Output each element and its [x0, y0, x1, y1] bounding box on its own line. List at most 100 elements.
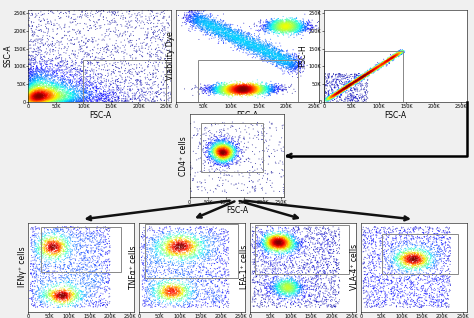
- Point: [39, 90, 47, 95]
- Point: [275, 285, 283, 290]
- Point: [257, 240, 264, 245]
- Point: [312, 299, 320, 304]
- Point: [37, 91, 45, 96]
- Point: [274, 235, 282, 240]
- Point: [174, 238, 182, 243]
- Point: [242, 35, 250, 40]
- Point: [200, 14, 208, 19]
- Point: [259, 51, 267, 56]
- Point: [49, 97, 57, 102]
- Point: [58, 95, 66, 100]
- Point: [235, 90, 243, 95]
- Point: [372, 242, 379, 247]
- Point: [31, 97, 39, 102]
- Point: [226, 31, 234, 36]
- Point: [361, 73, 368, 79]
- Point: [53, 253, 60, 258]
- Point: [266, 31, 273, 36]
- Point: [401, 264, 409, 269]
- Point: [87, 245, 95, 251]
- Point: [252, 44, 260, 49]
- Point: [290, 24, 298, 29]
- Point: [358, 76, 365, 81]
- Point: [368, 69, 375, 74]
- Point: [285, 289, 293, 294]
- Point: [220, 86, 228, 91]
- Point: [72, 296, 80, 301]
- Point: [202, 16, 210, 21]
- Point: [270, 52, 278, 57]
- Point: [89, 47, 96, 52]
- Point: [46, 98, 54, 103]
- Point: [141, 260, 149, 265]
- Point: [230, 84, 237, 89]
- Point: [264, 235, 272, 240]
- Point: [364, 78, 371, 83]
- Point: [330, 93, 338, 98]
- Point: [382, 294, 389, 299]
- Point: [55, 294, 63, 300]
- Point: [295, 21, 303, 26]
- Point: [267, 89, 275, 94]
- Point: [34, 288, 41, 294]
- Point: [219, 156, 227, 161]
- Point: [219, 151, 227, 156]
- Point: [35, 37, 43, 42]
- Point: [228, 155, 236, 160]
- Point: [139, 267, 146, 273]
- Point: [382, 59, 389, 64]
- Point: [331, 91, 339, 96]
- Point: [36, 97, 43, 102]
- Point: [77, 246, 84, 251]
- Point: [218, 87, 226, 92]
- Point: [278, 234, 286, 239]
- Point: [55, 248, 63, 253]
- Point: [215, 22, 222, 27]
- Point: [375, 229, 383, 234]
- Point: [246, 156, 254, 162]
- Point: [293, 25, 301, 31]
- Point: [397, 48, 405, 53]
- Point: [443, 225, 450, 230]
- Point: [218, 25, 225, 30]
- Point: [368, 259, 375, 264]
- Point: [256, 48, 264, 53]
- Point: [37, 293, 45, 298]
- Point: [275, 236, 283, 241]
- Point: [247, 80, 255, 86]
- Point: [103, 83, 110, 88]
- Point: [167, 228, 175, 233]
- Point: [361, 73, 368, 78]
- Point: [376, 257, 384, 262]
- Point: [251, 89, 258, 94]
- Point: [284, 287, 292, 292]
- Point: [416, 267, 423, 272]
- Point: [275, 47, 283, 52]
- Point: [146, 258, 154, 263]
- Point: [442, 303, 449, 308]
- Point: [204, 90, 212, 95]
- Point: [273, 87, 281, 92]
- Point: [276, 53, 283, 58]
- Point: [239, 84, 247, 89]
- Point: [438, 258, 445, 263]
- Point: [279, 30, 286, 35]
- Point: [238, 82, 246, 87]
- Point: [405, 254, 413, 259]
- Point: [32, 88, 39, 93]
- Point: [417, 266, 424, 271]
- Point: [39, 71, 47, 76]
- Point: [362, 272, 370, 277]
- Point: [233, 148, 241, 153]
- Point: [231, 39, 238, 44]
- Point: [325, 73, 333, 78]
- Point: [154, 33, 161, 38]
- Point: [279, 48, 286, 53]
- Point: [75, 67, 83, 73]
- Point: [92, 291, 100, 296]
- Point: [25, 96, 33, 101]
- Point: [224, 153, 231, 158]
- Point: [29, 29, 36, 34]
- Point: [178, 245, 185, 251]
- Point: [36, 52, 44, 58]
